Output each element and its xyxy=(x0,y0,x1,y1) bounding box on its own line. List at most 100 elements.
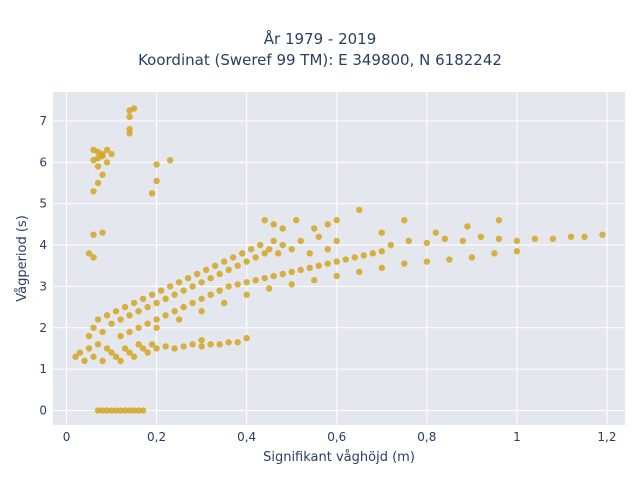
y-axis-label: Vågperiod (s) xyxy=(15,215,30,302)
data-point xyxy=(378,248,385,255)
data-point xyxy=(351,254,358,261)
data-point xyxy=(243,279,250,286)
data-point xyxy=(324,260,331,267)
data-point xyxy=(103,407,111,414)
data-point xyxy=(342,256,349,263)
data-point xyxy=(288,245,295,253)
data-point xyxy=(126,407,133,414)
data-point xyxy=(405,237,413,245)
data-point xyxy=(117,357,124,365)
data-point xyxy=(148,291,156,298)
data-point xyxy=(216,270,223,278)
data-point xyxy=(198,279,205,286)
data-point xyxy=(94,148,102,156)
data-point xyxy=(288,268,295,276)
data-point xyxy=(216,287,223,294)
data-point xyxy=(567,233,575,240)
data-point xyxy=(81,357,88,365)
data-point xyxy=(311,277,318,284)
data-point xyxy=(279,270,286,278)
x-tick-label: 0 xyxy=(63,430,71,444)
data-point xyxy=(369,250,376,257)
x-tick-label: 0,4 xyxy=(237,430,256,444)
data-point xyxy=(90,231,97,238)
data-point xyxy=(297,237,304,245)
data-point xyxy=(252,254,259,261)
data-point xyxy=(157,287,165,294)
data-point xyxy=(139,407,147,414)
data-point xyxy=(261,274,268,282)
data-point xyxy=(90,157,97,164)
data-point xyxy=(153,299,160,307)
data-point xyxy=(198,308,205,315)
data-point xyxy=(333,217,340,224)
data-point xyxy=(193,270,201,278)
data-point xyxy=(112,353,120,360)
data-point xyxy=(112,407,120,414)
data-point xyxy=(108,349,115,356)
data-point xyxy=(333,258,340,265)
data-point xyxy=(166,283,174,290)
data-point xyxy=(175,279,183,286)
data-point xyxy=(90,188,97,195)
data-point xyxy=(531,235,539,243)
data-point xyxy=(99,407,106,414)
data-point xyxy=(162,343,169,350)
data-point xyxy=(90,324,97,331)
x-tick-label: 0,8 xyxy=(417,430,436,444)
x-axis-label: Signifikant våghöjd (m) xyxy=(263,450,415,465)
data-point xyxy=(135,341,142,348)
plot-area xyxy=(53,92,625,425)
data-point xyxy=(265,245,273,253)
data-point xyxy=(180,303,187,311)
data-point xyxy=(198,343,205,350)
data-point xyxy=(274,250,282,257)
data-point xyxy=(94,163,102,170)
data-point xyxy=(207,274,214,282)
data-point xyxy=(549,235,557,243)
data-point xyxy=(464,223,471,230)
data-point xyxy=(112,308,120,315)
y-tick-label: 1 xyxy=(39,362,47,376)
data-point xyxy=(423,258,431,265)
data-point xyxy=(108,407,115,414)
data-point xyxy=(495,235,503,243)
data-point xyxy=(90,254,97,261)
data-point xyxy=(256,241,264,249)
grid-lines xyxy=(53,92,625,425)
data-point xyxy=(121,407,129,414)
x-tick-label: 1 xyxy=(513,430,521,444)
data-point xyxy=(135,324,142,331)
data-point xyxy=(103,146,111,154)
data-point xyxy=(99,328,106,336)
data-point xyxy=(225,339,232,346)
data-point xyxy=(144,303,151,311)
y-tick-label: 4 xyxy=(39,238,47,252)
data-point xyxy=(139,345,147,352)
data-point xyxy=(94,179,102,187)
data-point xyxy=(135,308,142,315)
data-point xyxy=(90,353,97,360)
data-point xyxy=(378,229,385,236)
data-point xyxy=(306,264,313,272)
y-tick-label: 7 xyxy=(39,114,47,128)
data-point xyxy=(148,341,156,348)
data-point xyxy=(162,312,169,319)
data-point xyxy=(94,341,102,348)
chart-title: År 1979 - 2019 xyxy=(263,30,377,48)
data-point xyxy=(243,334,250,342)
y-tick-label: 6 xyxy=(39,155,47,169)
data-point xyxy=(99,152,106,160)
data-point xyxy=(311,225,318,232)
data-point xyxy=(207,291,214,298)
data-point xyxy=(423,239,431,247)
data-point xyxy=(495,217,503,224)
data-point xyxy=(171,291,178,298)
y-tick-label: 2 xyxy=(39,321,47,335)
y-tick-label: 0 xyxy=(39,404,47,418)
data-point xyxy=(333,237,340,245)
data-point xyxy=(279,241,286,249)
data-point xyxy=(243,291,250,298)
data-point xyxy=(270,221,277,228)
